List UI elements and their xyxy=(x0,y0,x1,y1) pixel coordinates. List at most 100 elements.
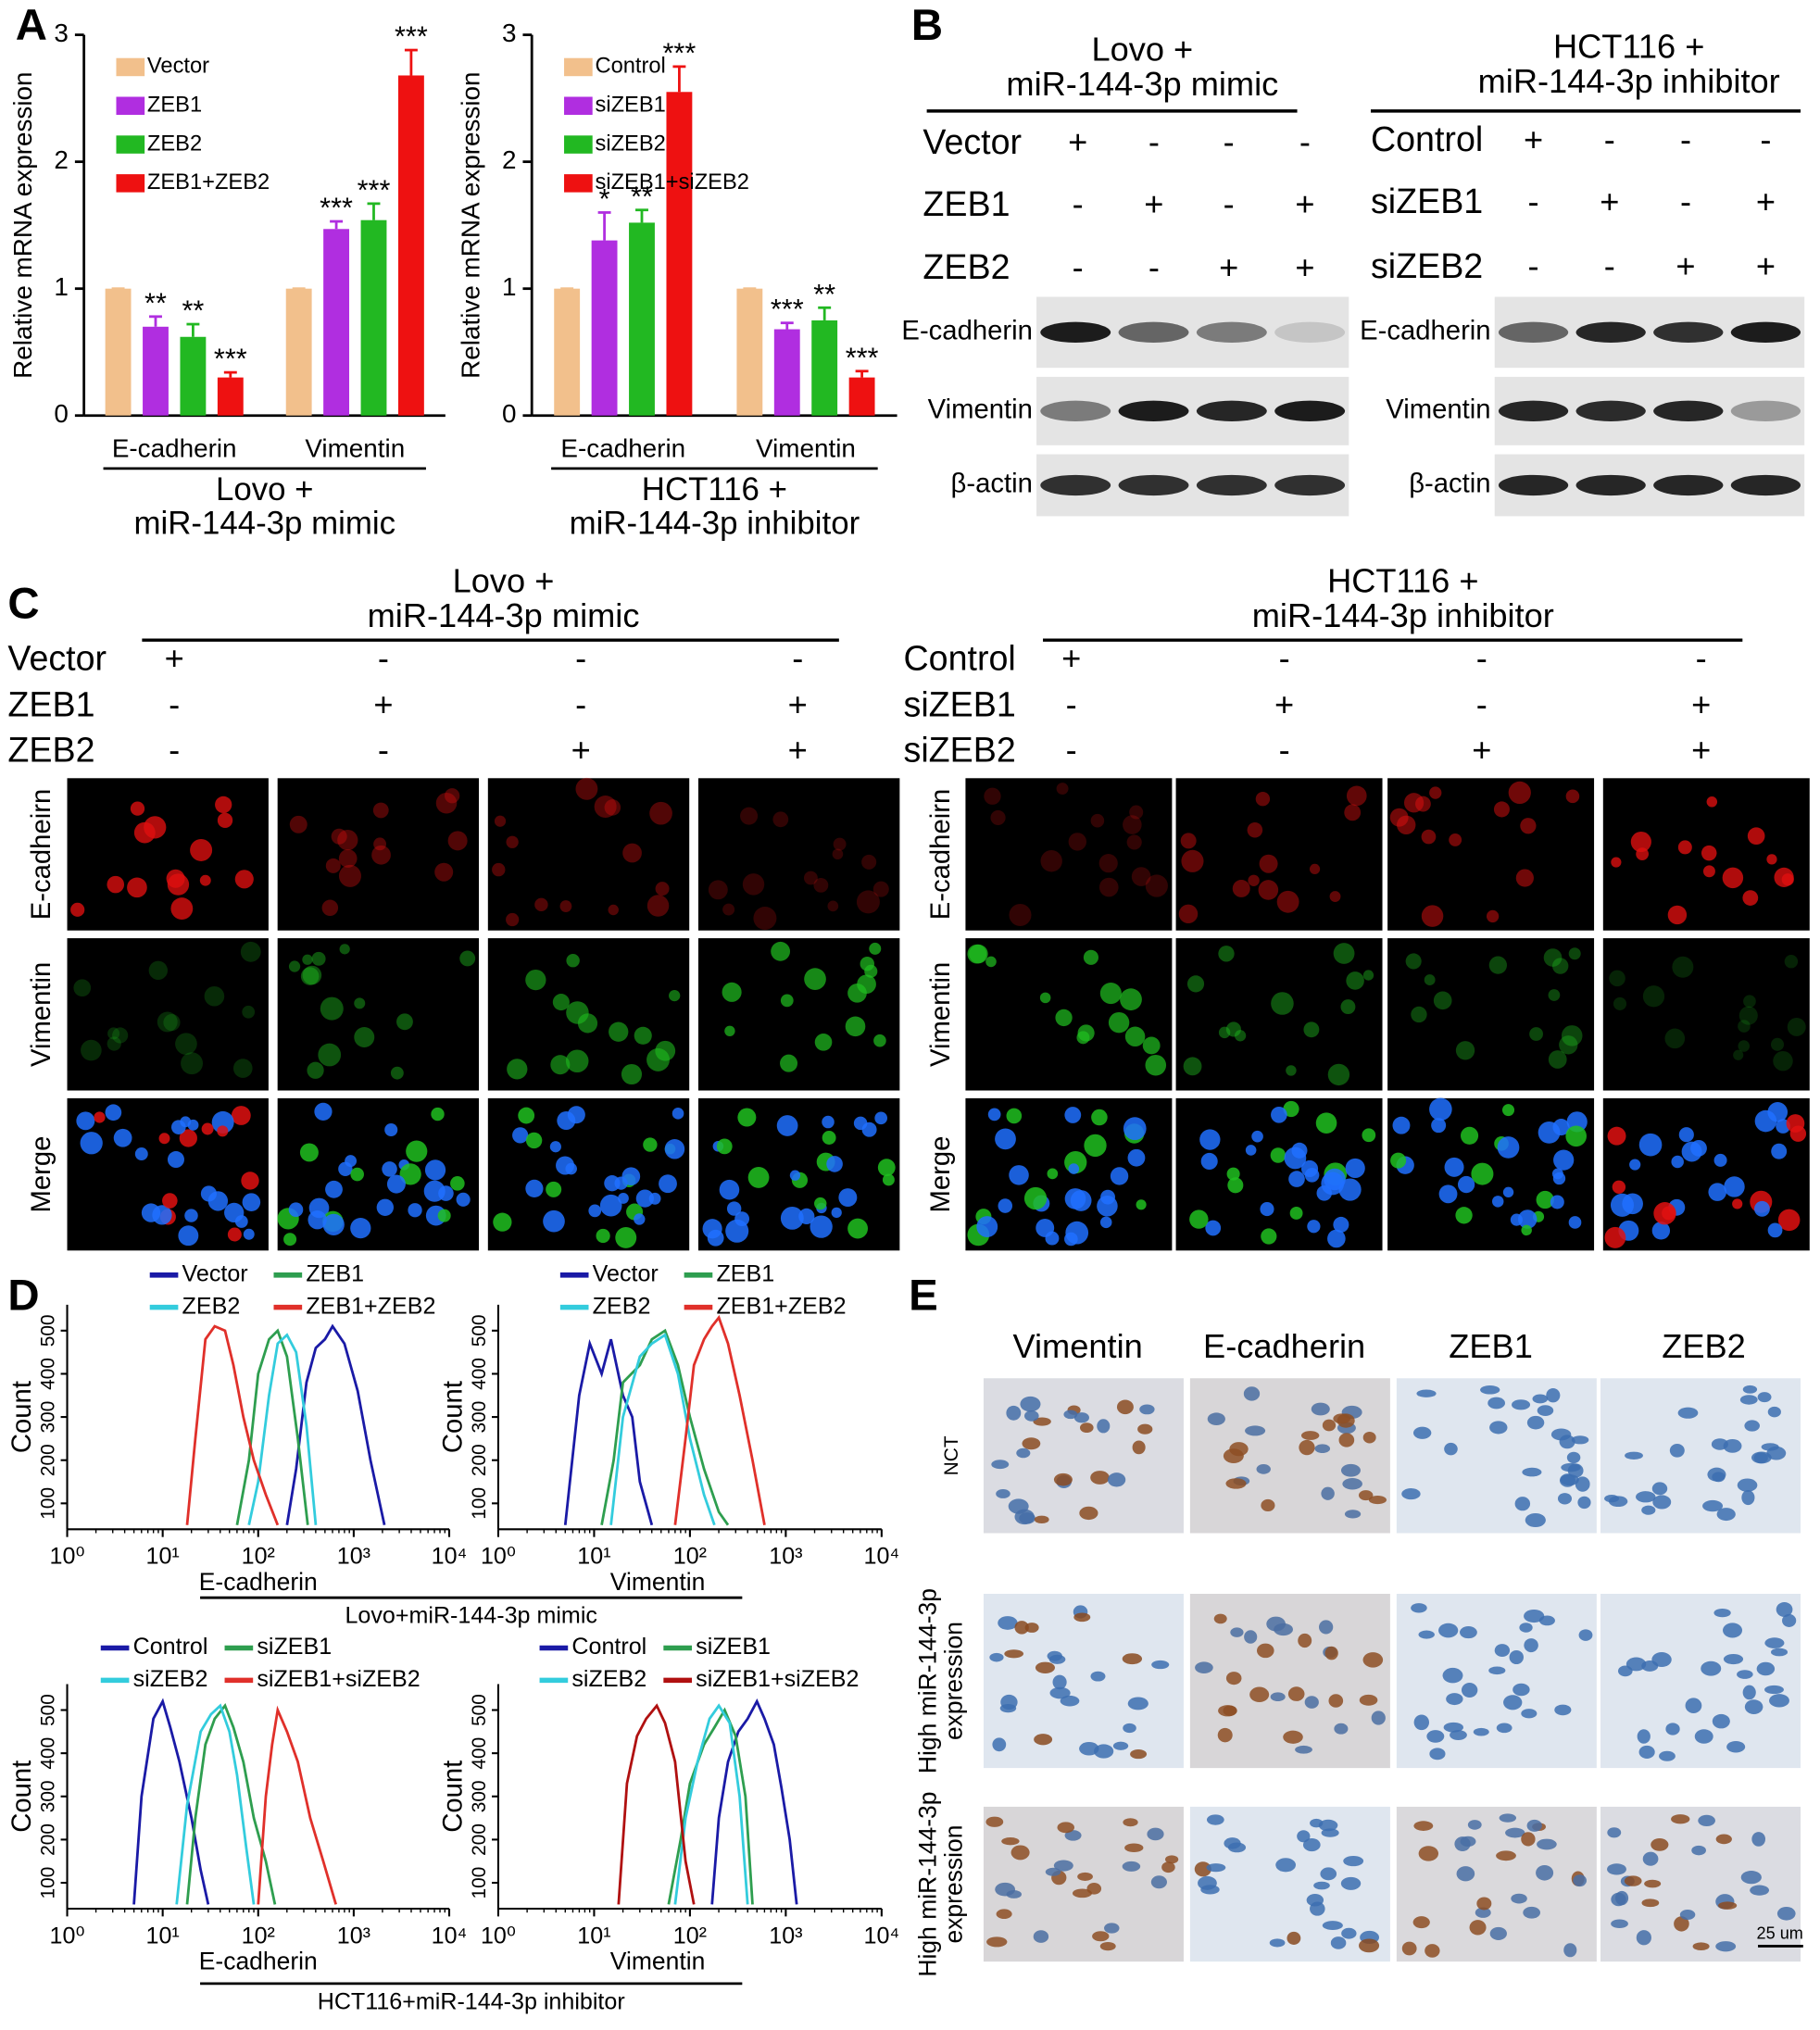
blot-band xyxy=(1040,321,1111,343)
cell xyxy=(435,792,458,814)
condition-label: Control xyxy=(1371,119,1483,158)
histogram-line xyxy=(185,1703,277,1905)
cell xyxy=(1271,992,1294,1015)
cell xyxy=(399,1163,421,1185)
cell xyxy=(184,1209,198,1222)
cell xyxy=(1084,1134,1107,1158)
row-label: expression xyxy=(939,1622,967,1740)
x-tick-label: 10¹ xyxy=(146,1544,180,1570)
cell xyxy=(1232,879,1250,897)
cell xyxy=(1225,1021,1241,1037)
cell xyxy=(1722,867,1744,889)
nucleus xyxy=(1744,1699,1764,1714)
cell xyxy=(1189,1209,1209,1229)
nucleus xyxy=(1532,1394,1549,1404)
cell xyxy=(740,807,759,825)
cell xyxy=(167,873,190,896)
cell xyxy=(215,796,232,814)
nucleus xyxy=(1004,1649,1024,1659)
cell xyxy=(311,951,326,966)
cell xyxy=(615,1226,637,1248)
cell xyxy=(518,1107,535,1124)
cell xyxy=(1551,958,1569,974)
blot-band xyxy=(1498,474,1569,496)
cell xyxy=(73,979,92,997)
cell xyxy=(861,1122,877,1137)
nucleus xyxy=(1298,1633,1312,1648)
cell xyxy=(1126,834,1142,850)
nucleus xyxy=(1321,1486,1335,1500)
nucleus xyxy=(1608,1496,1628,1508)
nucleus xyxy=(1249,1686,1270,1703)
nucleus xyxy=(1218,1705,1237,1717)
micrograph xyxy=(487,778,690,931)
x-axis-label: E-cadherin xyxy=(199,1568,318,1596)
cell xyxy=(1607,1126,1626,1146)
cell xyxy=(1515,869,1534,887)
histogram-line xyxy=(185,1324,280,1526)
cell xyxy=(494,815,507,827)
cell xyxy=(506,912,520,927)
cell xyxy=(672,1108,684,1120)
y-tick-label: 0 xyxy=(502,399,517,428)
image-row-label: Merge xyxy=(926,1136,956,1213)
cell xyxy=(1259,854,1278,873)
cell xyxy=(157,1011,178,1033)
condition-sign: + xyxy=(1691,685,1711,723)
condition-label: siZEB2 xyxy=(1371,246,1483,285)
nucleus xyxy=(1494,1644,1511,1658)
cell xyxy=(107,1027,120,1040)
cell xyxy=(1568,947,1581,960)
nucleus xyxy=(1607,1827,1622,1838)
cell xyxy=(1770,1037,1785,1051)
bar xyxy=(591,240,618,416)
nucleus xyxy=(1677,1407,1699,1419)
micrograph xyxy=(1175,778,1383,931)
nucleus xyxy=(1130,1749,1148,1760)
blot-label: β-actin xyxy=(1409,470,1490,499)
histogram-line xyxy=(257,1705,338,1905)
nucleus xyxy=(1123,1723,1136,1734)
nucleus xyxy=(1006,1405,1022,1421)
error-bar xyxy=(780,321,794,330)
nucleus xyxy=(1685,1698,1702,1713)
group-title: HCT116 + xyxy=(1553,28,1704,66)
cell xyxy=(1055,1009,1073,1027)
cell xyxy=(1738,1020,1751,1033)
cell xyxy=(1276,890,1299,913)
cell xyxy=(288,960,301,972)
nucleus xyxy=(1496,1850,1516,1861)
cell xyxy=(201,1122,214,1135)
cell xyxy=(1444,1157,1464,1177)
cell xyxy=(567,1106,585,1124)
cell xyxy=(331,828,347,845)
histogram-line xyxy=(600,1328,730,1526)
cell xyxy=(873,1034,886,1047)
cell xyxy=(1110,1167,1129,1185)
histogram-line xyxy=(617,1703,696,1905)
x-tick-label: Vimentin xyxy=(756,434,856,463)
cell xyxy=(990,809,1006,826)
cell xyxy=(831,1207,842,1219)
nucleus xyxy=(1124,1843,1144,1853)
cell xyxy=(1672,956,1694,978)
nucleus xyxy=(1287,1931,1301,1945)
error-bar xyxy=(149,315,162,327)
nucleus xyxy=(1063,1410,1078,1420)
bar xyxy=(773,329,800,416)
cell xyxy=(594,796,617,819)
y-tick-label: 0 xyxy=(54,399,69,428)
nucleus xyxy=(1737,1478,1758,1492)
nucleus xyxy=(1694,1729,1713,1744)
cell xyxy=(646,1047,670,1071)
x-tick-label: 10⁴ xyxy=(864,1923,900,1949)
cell xyxy=(1255,792,1271,807)
cell xyxy=(669,989,681,1002)
cell xyxy=(1405,953,1422,970)
significance: ** xyxy=(813,279,835,310)
blot-label: E-cadherin xyxy=(1360,317,1490,346)
x-tick-label: 10¹ xyxy=(577,1544,610,1570)
cell xyxy=(987,1108,1001,1122)
cell xyxy=(1064,1107,1082,1123)
nucleus xyxy=(1324,1646,1338,1660)
